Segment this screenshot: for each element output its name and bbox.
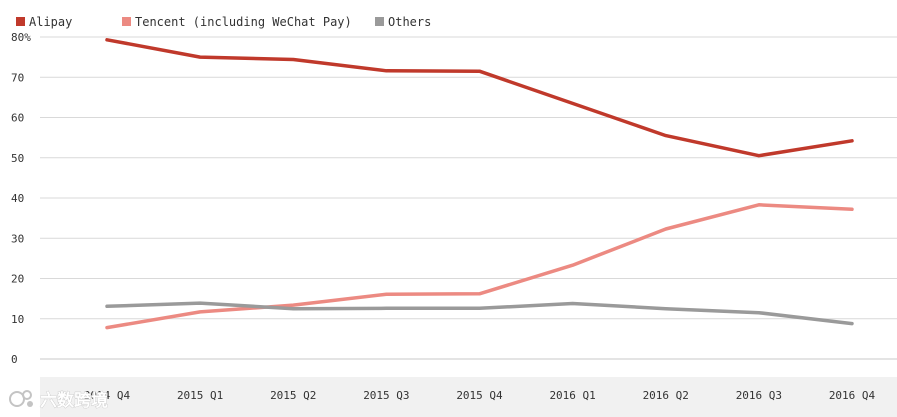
watermark: 六数跨境: [9, 390, 108, 411]
series-lines: [105, 38, 854, 330]
logo-icon: [9, 390, 33, 407]
x-tick-label: 2015 Q3: [363, 389, 409, 402]
x-tick-label: 2016 Q2: [643, 389, 689, 402]
series-line-1: [105, 38, 854, 158]
y-tick-label: 50: [11, 152, 24, 165]
y-tick-label: 40: [11, 192, 24, 205]
x-tick-label: 2016 Q1: [549, 389, 595, 402]
y-tick-label: 80%: [11, 31, 31, 44]
watermark-text: 六数跨境: [40, 390, 108, 411]
series-line-2: [105, 203, 854, 330]
series-line-3: [105, 301, 854, 326]
y-axis: 0 10 20 30 40 50 60 70 80%: [11, 31, 31, 366]
x-axis-band-bg: [40, 377, 897, 417]
gridlines: [40, 36, 897, 360]
x-tick-label: 2014 Q4: [84, 389, 131, 402]
x-tick-label: 2016 Q3: [736, 389, 782, 402]
x-tick-label: 2015 Q2: [270, 389, 316, 402]
y-tick-label: 70: [11, 71, 24, 84]
x-axis: 2014 Q4 2015 Q1 2015 Q2 2015 Q3 2015 Q4 2016 …: [84, 389, 876, 402]
legend: Alipay Tencent (including WeChat Pay) Othe…: [16, 15, 431, 29]
y-tick-label: 20: [11, 273, 24, 286]
y-tick-label: 60: [11, 112, 24, 125]
y-tick-label: 0: [11, 353, 18, 366]
x-tick-label: 2015 Q4: [456, 389, 503, 402]
legend-label: Others: [388, 15, 431, 29]
x-tick-label: 2015 Q1: [177, 389, 223, 402]
legend-swatch: [122, 17, 131, 26]
y-tick-label: 10: [11, 313, 24, 326]
y-tick-label: 30: [11, 232, 24, 245]
legend-label: Alipay: [29, 15, 72, 29]
x-tick-label: 2016 Q4: [829, 389, 876, 402]
x-axis-band: [40, 377, 897, 417]
legend-swatch: [375, 17, 384, 26]
legend-label: Tencent (including WeChat Pay): [135, 15, 352, 29]
legend-swatch: [16, 17, 25, 26]
